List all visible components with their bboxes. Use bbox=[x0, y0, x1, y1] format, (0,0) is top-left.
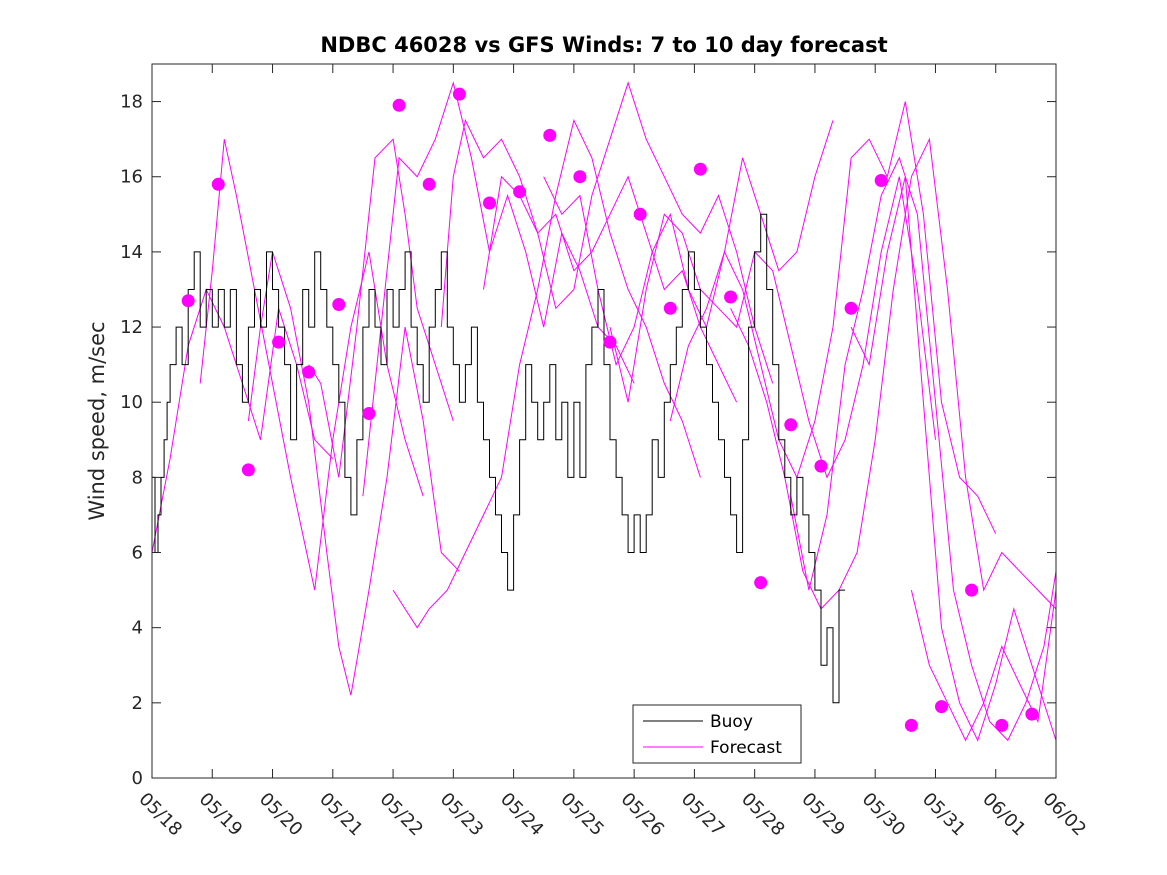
forecast-marker bbox=[784, 418, 798, 432]
forecast-marker bbox=[332, 298, 346, 311]
legend-box bbox=[632, 704, 802, 764]
y-axis-ticks: 0 2 4 6 8 10 12 14 16 18 bbox=[120, 92, 1056, 789]
forecast-marker bbox=[543, 128, 557, 142]
forecast-marker bbox=[814, 459, 828, 473]
y-tick-label: 8 bbox=[132, 467, 143, 488]
forecast-line-3 bbox=[247, 251, 460, 696]
x-tick-label: 05/21 bbox=[315, 789, 367, 841]
y-tick-label: 18 bbox=[120, 92, 143, 113]
x-tick-label: 05/29 bbox=[797, 789, 849, 841]
forecast-line-14 bbox=[850, 176, 1057, 742]
forecast-line-10 bbox=[609, 176, 936, 479]
x-tick-label: 05/19 bbox=[195, 789, 247, 841]
forecast-line-6 bbox=[392, 118, 701, 629]
y-tick-label: 6 bbox=[132, 543, 143, 564]
x-tick-label: 06/01 bbox=[978, 789, 1030, 841]
x-tick-label: 05/30 bbox=[858, 789, 910, 841]
x-tick-label: 05/22 bbox=[376, 789, 428, 841]
y-tick-label: 16 bbox=[120, 167, 143, 188]
plot-markers bbox=[181, 87, 1039, 732]
y-tick-label: 0 bbox=[132, 768, 143, 789]
legend-buoy-label: Buoy bbox=[710, 712, 753, 732]
y-tick-label: 2 bbox=[132, 693, 143, 714]
x-tick-label: 05/28 bbox=[737, 789, 789, 841]
forecast-marker bbox=[181, 294, 195, 308]
forecast-marker bbox=[483, 196, 496, 210]
plot-frame bbox=[151, 63, 1057, 779]
x-tick-label: 05/26 bbox=[617, 789, 669, 841]
forecast-line-4 bbox=[308, 138, 454, 478]
forecast-marker bbox=[754, 576, 768, 590]
forecast-marker bbox=[995, 718, 1009, 732]
x-tick-label: 05/20 bbox=[255, 789, 307, 841]
forecast-marker bbox=[1025, 707, 1039, 721]
plot-area bbox=[152, 64, 1056, 778]
plot-lines bbox=[151, 80, 1057, 742]
forecast-marker bbox=[904, 718, 918, 732]
forecast-marker bbox=[241, 463, 255, 477]
forecast-line-13 bbox=[790, 156, 1057, 742]
forecast-marker bbox=[362, 407, 376, 420]
x-tick-label: 05/24 bbox=[496, 789, 548, 841]
forecast-marker bbox=[663, 301, 677, 315]
chart-title: NDBC 46028 vs GFS Winds: 7 to 10 day for… bbox=[320, 33, 887, 57]
forecast-marker bbox=[452, 87, 466, 101]
forecast-marker bbox=[935, 700, 948, 714]
forecast-line-8 bbox=[483, 81, 774, 384]
forecast-marker bbox=[422, 177, 436, 191]
x-tick-label: 05/25 bbox=[556, 789, 608, 841]
x-tick-label: 05/27 bbox=[677, 789, 729, 841]
forecast-marker bbox=[965, 583, 979, 597]
forecast-marker bbox=[211, 177, 225, 191]
forecast-marker bbox=[392, 98, 406, 112]
y-tick-label: 12 bbox=[120, 317, 143, 338]
forecast-marker bbox=[302, 365, 316, 379]
legend: Buoy Forecast bbox=[632, 704, 802, 764]
forecast-marker bbox=[513, 185, 527, 199]
y-tick-label: 10 bbox=[120, 392, 143, 413]
legend-forecast-label: Forecast bbox=[710, 738, 782, 758]
forecast-marker bbox=[874, 174, 888, 187]
forecast-line-7 bbox=[440, 118, 738, 403]
y-tick-label: 4 bbox=[132, 618, 143, 639]
x-tick-label: 05/31 bbox=[918, 789, 970, 841]
y-tick-label: 14 bbox=[120, 242, 143, 263]
forecast-marker bbox=[272, 335, 286, 349]
forecast-marker bbox=[844, 301, 858, 315]
forecast-line-2 bbox=[199, 139, 424, 591]
forecast-line-11 bbox=[669, 101, 997, 534]
forecast-line-5 bbox=[362, 80, 635, 497]
x-tick-label: 05/18 bbox=[134, 789, 186, 841]
x-tick-label: 06/02 bbox=[1038, 789, 1090, 841]
x-tick-label: 05/23 bbox=[436, 789, 488, 841]
forecast-marker bbox=[603, 335, 617, 349]
forecast-marker bbox=[693, 162, 707, 176]
forecast-marker bbox=[724, 290, 738, 304]
y-axis-label: Wind speed, m/sec bbox=[85, 321, 109, 520]
forecast-marker bbox=[573, 170, 587, 184]
buoy-line bbox=[152, 213, 846, 704]
forecast-marker bbox=[633, 207, 647, 221]
